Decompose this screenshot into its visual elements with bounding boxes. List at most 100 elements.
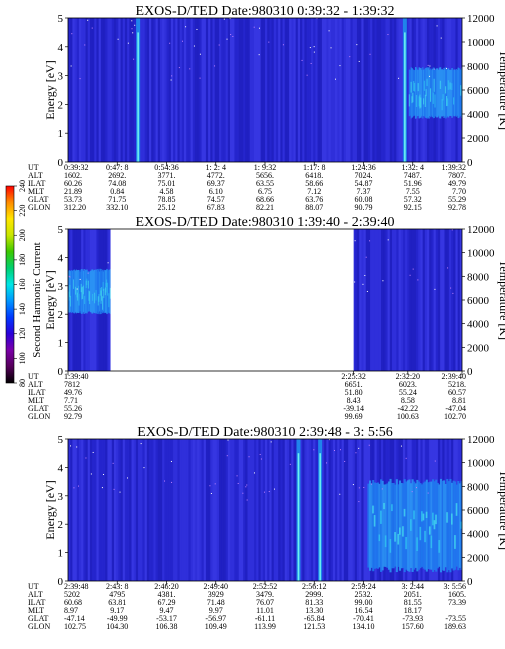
spectrogram-column [240, 439, 244, 581]
speckle-dot [71, 33, 73, 35]
enhanced-band-column [391, 482, 394, 569]
enhanced-band-column [430, 481, 433, 570]
enhanced-band-column [459, 69, 461, 117]
table-cell: 3479. [256, 590, 274, 599]
y2-tick-label: 10000 [467, 248, 495, 260]
spectrogram-column [155, 439, 159, 581]
spectrogram-column [407, 229, 410, 371]
table-cell: 11.01 [256, 606, 274, 615]
spectrogram-column [127, 439, 130, 581]
spectrogram-column [175, 439, 178, 581]
enhanced-band-column [443, 67, 445, 118]
enhanced-band-column [99, 271, 101, 312]
spectrogram-column [370, 229, 373, 371]
spectrogram-column [238, 18, 242, 162]
table-cell: 67.29 [158, 598, 176, 607]
speckle-dot [246, 484, 248, 486]
enhanced-band-core [421, 511, 424, 522]
enhanced-band-core [92, 293, 94, 301]
spectrogram-column [374, 229, 378, 371]
enhanced-band-column [447, 481, 450, 571]
enhanced-band-column [68, 270, 70, 313]
spectrogram-column [310, 18, 314, 162]
spectrogram-column [308, 18, 312, 162]
enhanced-band-column [442, 69, 444, 116]
spectrogram-column [350, 18, 353, 162]
table-cell: -49.99 [107, 614, 128, 623]
speckle-dot [450, 287, 452, 289]
y2-tick-label: 6000 [467, 85, 490, 97]
spectrogram-column [330, 439, 334, 581]
enhanced-band-core [398, 527, 402, 535]
enhanced-band-core [402, 526, 405, 537]
spectrogram-column [297, 18, 301, 162]
enhanced-band-column [415, 67, 417, 119]
enhanced-band-column [408, 479, 411, 572]
enhanced-band-column [435, 68, 437, 117]
table-cell: 8.81 [452, 396, 466, 405]
bright-streak-core [137, 32, 139, 162]
spectrogram-column [146, 439, 150, 581]
spectrogram-column [378, 18, 382, 162]
spectrogram-column [321, 18, 325, 162]
enhanced-band-column [430, 70, 433, 116]
enhanced-band-core [97, 296, 99, 306]
enhanced-band-column [435, 479, 438, 572]
spectrogram-column [396, 229, 399, 371]
spectrogram-column [164, 439, 167, 581]
enhanced-band-column [436, 68, 438, 118]
table-cell: 2:43: 8 [106, 582, 128, 591]
spectrogram-column [173, 439, 176, 581]
speckle-dot [358, 447, 360, 449]
enhanced-band-core [418, 96, 420, 107]
spectrogram-column [232, 18, 235, 162]
table-cell: 0:39:32 [64, 163, 88, 172]
enhanced-band-column [109, 269, 111, 314]
enhanced-band-column [97, 270, 99, 313]
y-tick-label: 2 [58, 519, 64, 531]
enhanced-band-column [417, 481, 420, 570]
enhanced-band-column [72, 270, 74, 313]
spectrogram-column [446, 229, 450, 371]
table-cell: 1:39:40 [64, 372, 88, 381]
speckle-dot [405, 457, 407, 459]
table-cell: 7.12 [307, 187, 321, 196]
speckle-dot [306, 74, 308, 76]
table-cell: 55.24 [399, 388, 417, 397]
enhanced-band-column [452, 480, 455, 571]
table-cell: 18.17 [404, 606, 422, 615]
y2-tick-label: 2000 [467, 342, 490, 354]
data-gap [110, 229, 354, 371]
y2-tick-label: 4000 [467, 109, 490, 121]
enhanced-band-core [430, 88, 432, 102]
enhanced-band-column [389, 478, 392, 573]
enhanced-band-column [449, 69, 451, 116]
table-cell: 58.66 [305, 179, 323, 188]
spectrogram-column [157, 18, 161, 162]
enhanced-band-column [410, 67, 412, 119]
spectrogram-column [300, 439, 303, 581]
spectrogram-column [74, 439, 78, 581]
spectrogram-column [159, 18, 163, 162]
spectrogram-column [116, 18, 119, 162]
table-cell: 312.20 [64, 203, 86, 212]
table-cell: 121.53 [303, 622, 325, 631]
speckle-dot [113, 488, 115, 490]
spectrogram-column [197, 18, 200, 162]
spectrogram-column [378, 229, 382, 371]
spectrogram-column [361, 18, 364, 162]
speckle-dot [429, 65, 431, 67]
enhanced-band-column [89, 270, 92, 313]
table-cell: 81.33 [305, 598, 323, 607]
speckle-dot [101, 487, 103, 489]
colorbar-tick-label: 240 [18, 180, 27, 192]
enhanced-band-column [424, 481, 427, 570]
table-cell: 7.70 [452, 187, 466, 196]
enhanced-band-column [444, 483, 447, 568]
y2-tick-label: 4000 [467, 319, 490, 331]
enhanced-band-column [438, 484, 441, 567]
speckle-dot [223, 18, 225, 20]
spectrogram-column [92, 439, 95, 581]
table-cell: 63.76 [305, 195, 323, 204]
enhanced-band-column [457, 481, 460, 571]
